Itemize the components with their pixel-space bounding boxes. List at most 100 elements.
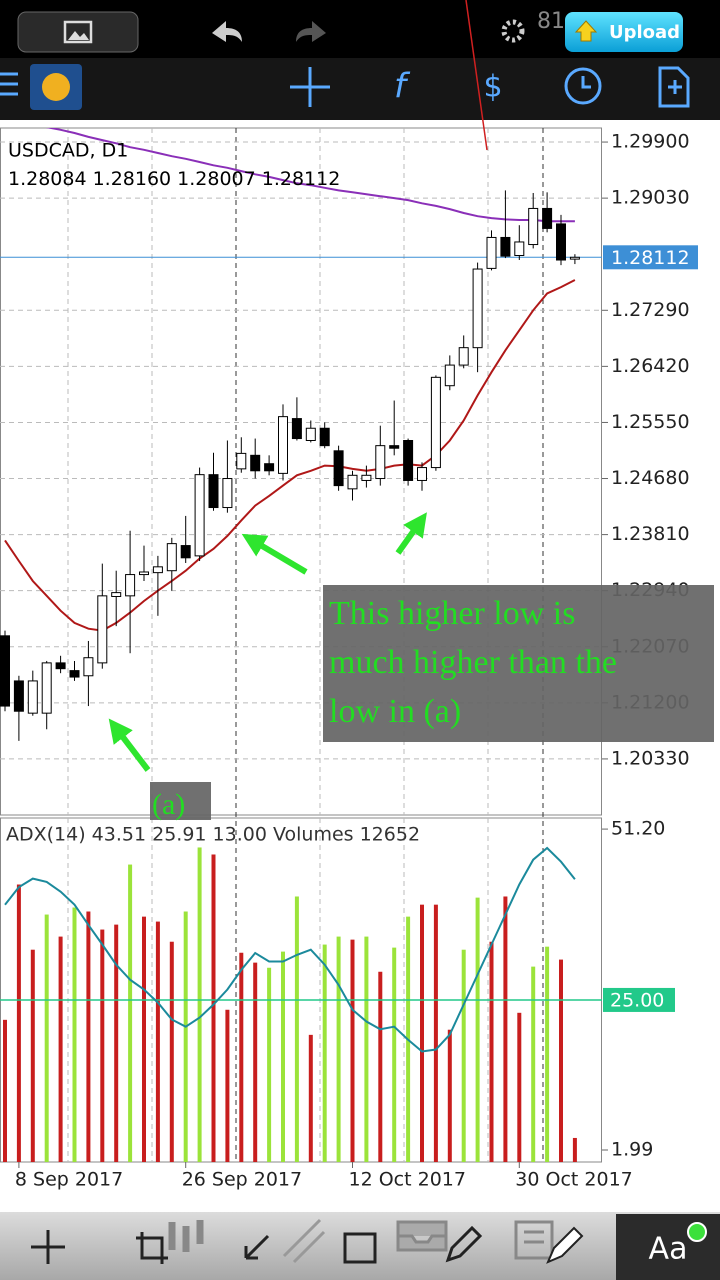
volume-bar [239,952,244,1162]
bottom-toolbar [0,1212,720,1280]
candle-body [375,445,386,480]
candle-body [403,439,414,481]
candle-body [569,256,580,260]
annotation-box: (a) [150,782,211,821]
volume-bar [545,946,550,1162]
candle-body [111,592,122,597]
period-button[interactable] [564,67,602,105]
crop-tool[interactable] [136,1232,168,1264]
volume-bar [308,1034,313,1162]
rectangle-tool[interactable] [343,1232,377,1264]
period-icon [581,76,591,89]
arrow-tool[interactable] [244,1234,270,1260]
candle-body [528,207,539,246]
pen-tool[interactable] [546,1226,584,1264]
volume-bar [114,924,119,1162]
upload-label: Upload [609,22,680,43]
y-tick-label: 1.25550 [611,411,690,433]
trend-line [465,0,488,151]
candle-body [319,427,330,447]
annotation-text: low in (a) [329,693,462,730]
volume-bar [350,939,355,1162]
volume-bar [447,1029,452,1162]
price-tag [603,245,698,270]
candle-body [264,463,275,472]
x-tick-label: 8 Sep 2017 [15,1169,123,1191]
price-tag-label: 1.28112 [611,247,690,269]
y-tick-label: 51.20 [611,818,665,840]
arrow [241,533,308,575]
upload-button[interactable] [565,12,683,52]
volume-bar [44,914,49,1162]
volume-bar [142,916,146,1162]
candle-body [125,574,136,597]
indicator-title: ADX(14) 43.51 25.91 13.00 Volumes 12652 [6,824,420,846]
font-button[interactable]: Aa [649,1232,688,1267]
candle-body [417,467,427,481]
trade-button[interactable]: $ [483,70,502,105]
gallery-button[interactable] [17,11,139,53]
y-tick-label: 1.99 [611,1139,653,1161]
menu-button[interactable] [0,72,18,96]
volume-bar [128,864,133,1162]
candle-body [291,418,302,440]
pencil-tool[interactable] [445,1225,483,1263]
candle-body [236,452,247,470]
volume-bar [58,936,63,1162]
level-tag [603,987,675,1012]
annotation-text: much higher than the [329,644,617,681]
indicator-panel [0,817,602,1163]
x-tick-label: 26 Sep 2017 [182,1169,302,1191]
candle-body [444,364,455,387]
undo-button[interactable] [212,21,242,42]
candle-body [0,635,10,707]
chart-toolbar [0,58,720,120]
x-tick-label: 12 Oct 2017 [349,1169,466,1191]
y-tick-label: 1.20330 [611,747,690,769]
volume-bar [572,1137,577,1162]
volume-bar [100,929,105,1162]
volume-bar [197,847,202,1162]
volume-bar [3,1019,7,1162]
move-tool[interactable] [31,1230,65,1264]
candle-body [305,427,316,441]
moving-average [45,128,575,223]
volume-bar [16,884,21,1162]
volume-bar [531,966,536,1162]
redo-button[interactable] [296,21,326,42]
volume-bar [211,854,216,1162]
quote-value: 1.28160 [93,168,172,190]
volume-bar [267,967,272,1162]
crosshair-button[interactable] [290,67,330,107]
candle-body [166,543,177,572]
candle-body [13,680,24,712]
candles-tool[interactable] [168,1220,204,1252]
settings-icon[interactable] [501,19,525,43]
candle-body [97,595,108,664]
image-icon-detail [68,31,89,40]
volume-bar [461,949,466,1162]
candle-body [55,662,66,670]
annotation-box: This higher low is much higher than the lo… [323,585,714,742]
quote-value: 1.28084 [8,168,87,190]
volume-bar [517,1012,522,1162]
inbox-tool[interactable] [396,1220,448,1252]
annotation-text: (a) [152,788,186,821]
volume-bar [559,959,563,1162]
candle-body [152,566,163,574]
candle-body [430,376,441,469]
candle-body [83,657,94,677]
volume-bar [433,904,438,1162]
candle-body [278,416,288,474]
candle-body [472,268,483,349]
candle-body [139,571,149,576]
candle-body [27,680,38,714]
new-order-button[interactable] [658,66,690,108]
candle-body [180,545,191,559]
lines-tool[interactable] [282,1218,326,1264]
y-tick-label: 1.24680 [611,467,690,489]
candle-body [361,474,372,481]
volume-bar [336,936,341,1162]
quote-value: 1.28112 [262,168,341,190]
